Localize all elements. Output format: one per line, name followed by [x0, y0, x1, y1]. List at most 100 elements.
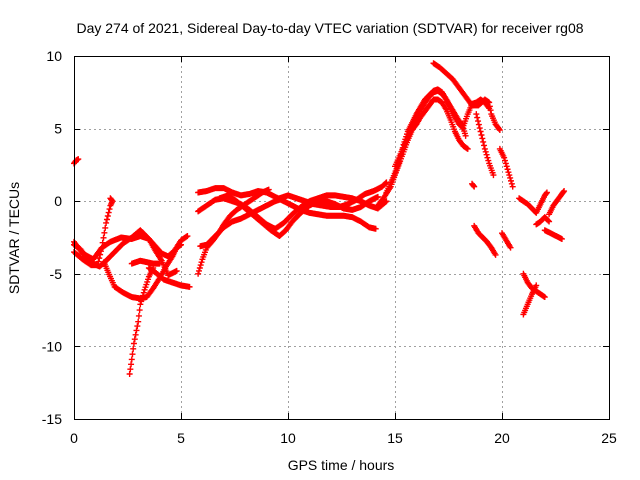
- data-marks: [71, 60, 568, 377]
- series-arc-s: [473, 111, 497, 179]
- data-point: [138, 298, 145, 305]
- data-point: [509, 183, 516, 190]
- data-point: [475, 121, 482, 128]
- data-point: [545, 217, 552, 224]
- series-arc-d: [71, 195, 116, 269]
- series-arc-ab: [541, 227, 565, 242]
- data-point: [504, 166, 511, 173]
- data-point: [184, 233, 191, 240]
- data-point: [103, 216, 110, 223]
- data-point: [508, 180, 515, 187]
- data-point: [127, 366, 134, 373]
- data-point: [135, 318, 142, 325]
- series-arc-v: [471, 222, 499, 258]
- data-point: [505, 169, 512, 176]
- data-point: [486, 99, 493, 106]
- data-point: [104, 213, 111, 220]
- y-tick-labels: -15 -10 -5 0 5 10: [42, 48, 62, 427]
- data-point: [560, 189, 567, 196]
- data-point: [132, 331, 139, 338]
- data-point: [484, 154, 491, 161]
- data-point: [473, 111, 480, 118]
- data-point: [490, 172, 497, 179]
- data-point: [486, 103, 493, 110]
- data-point: [186, 283, 193, 290]
- series-arc-w: [499, 230, 514, 251]
- data-point: [156, 260, 163, 267]
- plot-frame: [74, 56, 610, 420]
- data-point: [477, 128, 484, 135]
- data-point: [131, 336, 138, 343]
- data-point: [102, 224, 109, 231]
- data-point: [501, 157, 508, 164]
- series-arc-g: [128, 257, 163, 267]
- x-tick-label: 25: [601, 430, 617, 446]
- y-tick-label: -15: [42, 411, 62, 427]
- x-tick-label: 10: [280, 430, 296, 446]
- data-point: [372, 225, 379, 232]
- series-arc-q: [392, 87, 493, 170]
- data-point: [196, 264, 203, 271]
- data-point: [479, 135, 486, 142]
- series-arc-n: [276, 179, 390, 211]
- data-point: [95, 258, 102, 265]
- data-point: [374, 193, 381, 200]
- y-tick-label: 10: [46, 48, 62, 64]
- data-point: [496, 127, 503, 134]
- data-point: [130, 340, 137, 347]
- data-point: [507, 177, 514, 184]
- y-tick-label: 0: [54, 193, 62, 209]
- data-point: [97, 248, 104, 255]
- data-point: [139, 292, 146, 299]
- y-axis-label: SDTVAR / TECUs: [6, 182, 22, 294]
- data-point: [487, 107, 494, 114]
- data-point: [476, 125, 483, 132]
- series-arc-u: [469, 180, 478, 190]
- data-point: [541, 294, 548, 301]
- y-tick-label: 5: [54, 121, 62, 137]
- data-point: [483, 151, 490, 158]
- series-arc-x: [516, 189, 550, 216]
- series-arc-h: [145, 264, 193, 290]
- data-point: [173, 267, 180, 274]
- data-point: [99, 239, 106, 246]
- x-tick-label: 5: [177, 430, 185, 446]
- data-point: [464, 145, 471, 152]
- data-point: [134, 323, 141, 330]
- data-point: [543, 190, 550, 197]
- data-point: [474, 114, 481, 121]
- data-point: [126, 370, 133, 377]
- data-point: [129, 351, 136, 358]
- data-point: [558, 235, 565, 242]
- series-arc-ac: [546, 188, 568, 218]
- data-point: [471, 183, 478, 190]
- data-point: [101, 229, 108, 236]
- axis-ticks: [74, 56, 610, 420]
- data-point: [103, 219, 110, 226]
- data-point: [543, 189, 550, 196]
- data-point: [480, 138, 487, 145]
- series-arc-a: [71, 156, 82, 167]
- data-point: [94, 262, 101, 269]
- data-point: [136, 307, 143, 314]
- data-point: [382, 180, 389, 187]
- y-tick-label: -10: [42, 338, 62, 354]
- series-arc-aa: [533, 214, 553, 228]
- data-point: [128, 361, 135, 368]
- data-point: [507, 244, 514, 251]
- data-point: [130, 345, 137, 352]
- data-point: [507, 174, 514, 181]
- data-point: [135, 312, 142, 319]
- x-tick-labels: 0 5 10 15 20 25: [70, 430, 617, 446]
- data-point: [481, 142, 488, 149]
- data-point: [502, 160, 509, 167]
- data-point: [128, 356, 135, 363]
- data-point: [108, 196, 115, 203]
- data-point: [75, 156, 82, 163]
- data-point: [475, 118, 482, 125]
- data-point: [501, 154, 508, 161]
- data-point: [503, 163, 510, 170]
- data-point: [140, 289, 147, 296]
